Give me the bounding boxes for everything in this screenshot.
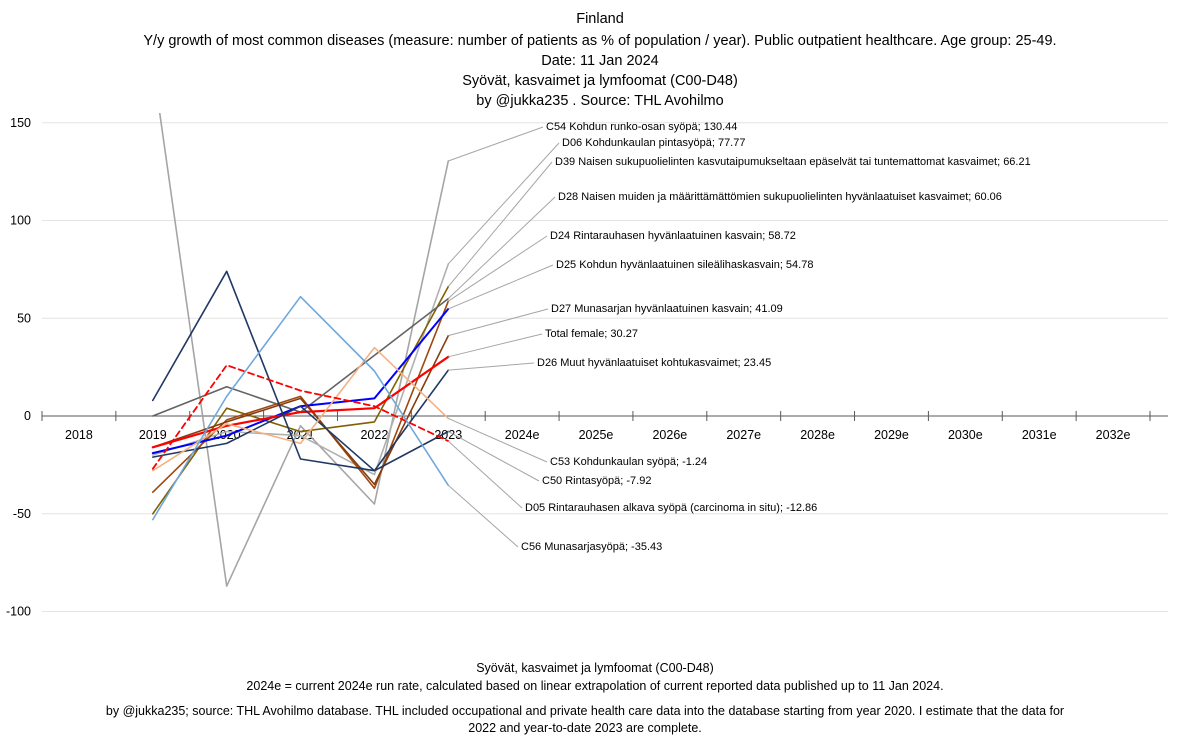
series-label: D39 Naisen sukupuolielinten kasvutaipumu… xyxy=(555,156,1031,168)
series-line xyxy=(152,300,450,494)
series-label: D06 Kohdunkaulan pintasyöpä; 77.77 xyxy=(562,137,745,149)
x-tick-label: 2028e xyxy=(800,428,835,442)
series-line xyxy=(158,112,450,587)
series-label: C56 Munasarjasyöpä; -35.43 xyxy=(521,541,662,553)
leader-line xyxy=(447,484,519,548)
leader-line xyxy=(447,161,553,287)
footer-source-line2: 2022 and year-to-date 2023 are complete. xyxy=(468,721,702,735)
series-line xyxy=(152,346,450,472)
chart-date: Date: 11 Jan 2024 xyxy=(541,53,659,69)
series-label: D05 Rintarauhasen alkava syöpä (carcinom… xyxy=(525,502,817,514)
x-tick-label: 2032e xyxy=(1096,428,1131,442)
chart-byline: by @jukka235 . Source: THL Avohilmo xyxy=(476,93,724,109)
series-label: D25 Kohdun hyvänlaatuinen sileälihaskasv… xyxy=(556,259,813,271)
leader-line xyxy=(448,264,554,310)
series-line xyxy=(152,270,450,472)
leader-line xyxy=(447,196,556,299)
series-label: C50 Rintasyöpä; -7.92 xyxy=(542,475,651,487)
x-tick-label: 2022 xyxy=(360,428,388,442)
series-line xyxy=(152,334,450,486)
series-label: C53 Kohdunkaulan syöpä; -1.24 xyxy=(550,456,707,468)
y-tick-label: 50 xyxy=(17,311,31,325)
x-tick-label: 2024e xyxy=(505,428,540,442)
y-tick-label: 100 xyxy=(10,214,31,228)
x-tick-label: 2029e xyxy=(874,428,909,442)
x-tick-label: 2030e xyxy=(948,428,983,442)
x-tick-label: 2031e xyxy=(1022,428,1057,442)
y-tick-label: 0 xyxy=(24,409,31,423)
footer-source-line1: by @jukka235; source: THL Avohilmo datab… xyxy=(105,704,1065,718)
y-tick-label: -100 xyxy=(6,605,31,619)
series-line xyxy=(152,369,450,472)
y-tick-label: -50 xyxy=(13,507,31,521)
leader-line xyxy=(448,333,543,358)
x-tick-label: 2018 xyxy=(65,428,93,442)
series-label: Total female; 30.27 xyxy=(545,328,638,340)
series-group xyxy=(151,112,450,587)
series-line xyxy=(152,285,450,515)
series-label: D26 Muut hyvänlaatuiset kohtukasvaimet; … xyxy=(537,357,771,369)
footer-note: 2024e = current 2024e run rate, calculat… xyxy=(246,679,944,693)
leader-line xyxy=(447,142,560,265)
x-tick-label: 2027e xyxy=(726,428,761,442)
leader-line xyxy=(447,440,523,509)
series-label: D28 Naisen muiden ja määrittämättömien s… xyxy=(558,191,1002,203)
x-tick-label: 2023 xyxy=(434,428,462,442)
series-line xyxy=(152,295,450,521)
y-tick-label: 150 xyxy=(10,116,31,130)
leader-line xyxy=(448,308,549,337)
leader-line xyxy=(447,235,548,302)
chart-subtitle: Y/y growth of most common diseases (meas… xyxy=(143,33,1057,49)
series-label: C54 Kohdun runko-osan syöpä; 130.44 xyxy=(546,121,737,133)
series-line xyxy=(151,364,450,470)
label-group: C54 Kohdun runko-osan syöpä; 130.44 D06 K… xyxy=(447,121,1031,553)
x-tick-label: 2025e xyxy=(579,428,614,442)
series-label: D24 Rintarauhasen hyvänlaatuinen kasvain… xyxy=(550,230,796,242)
leader-line xyxy=(448,417,548,463)
series-line xyxy=(151,355,450,449)
chart-category: Syövät, kasvaimet ja lymfoomat (C00-D48) xyxy=(462,73,738,89)
x-tick-label: 2019 xyxy=(139,428,167,442)
leader-line xyxy=(448,431,540,482)
leader-line xyxy=(448,126,544,162)
series-label: D27 Munasarjan hyvänlaatuinen kasvain; 4… xyxy=(551,303,783,315)
footer-category: Syövät, kasvaimet ja lymfoomat (C00-D48) xyxy=(476,661,714,675)
chart-country: Finland xyxy=(576,11,624,27)
x-tick-label: 2026e xyxy=(652,428,687,442)
leader-line xyxy=(448,362,535,371)
